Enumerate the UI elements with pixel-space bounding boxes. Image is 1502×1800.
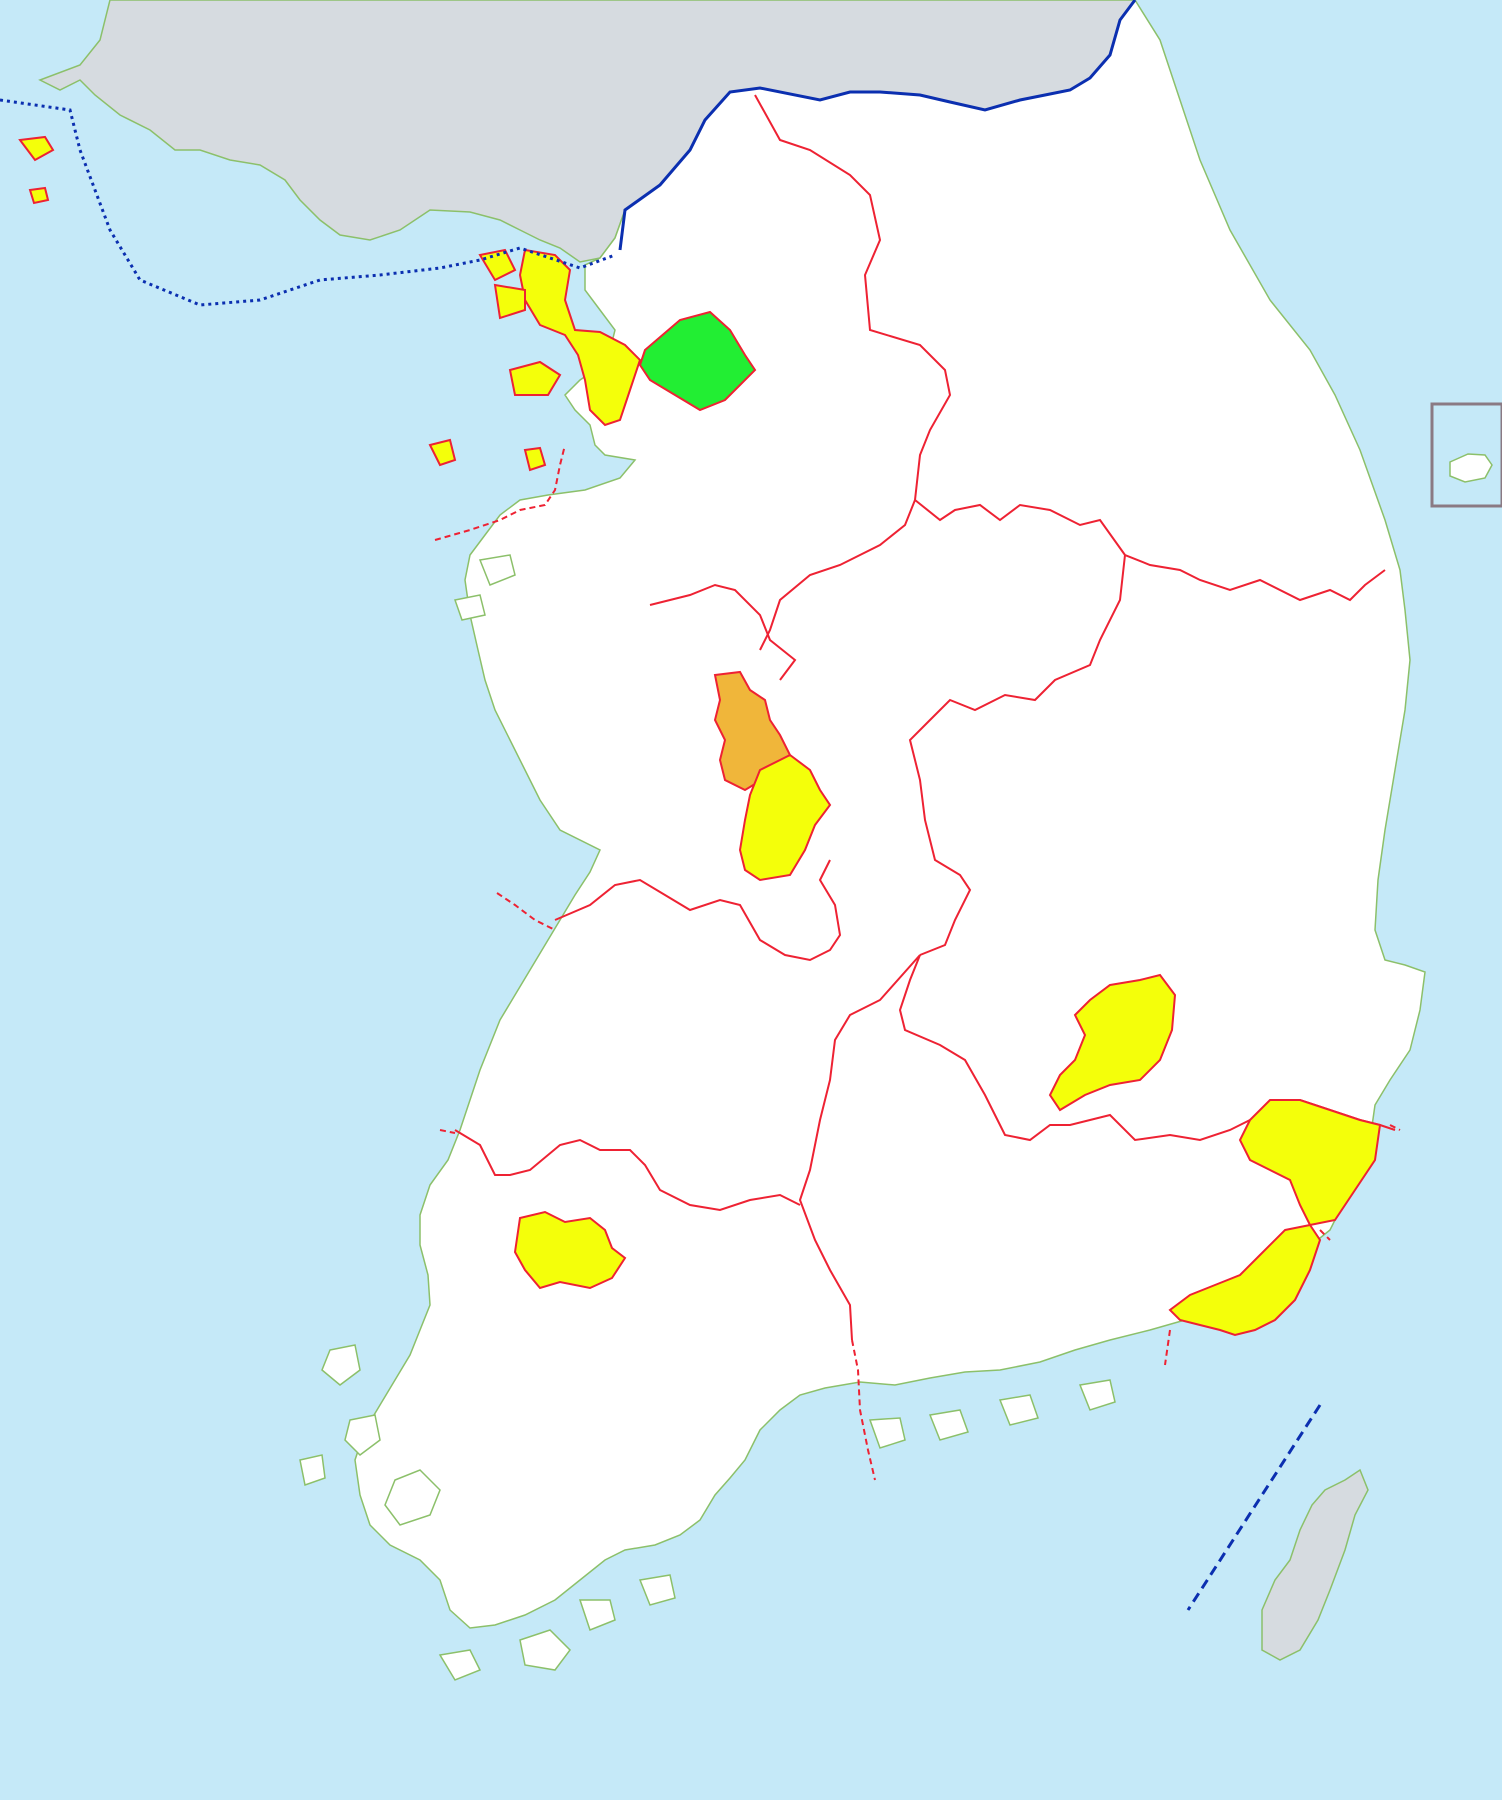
border-jeonbuk-gwangju	[798, 954, 921, 1341]
region-daegu	[1048, 973, 1177, 1112]
island	[344, 1414, 381, 1456]
island	[384, 1469, 441, 1526]
border-dashed-south	[851, 1339, 876, 1481]
islands	[299, 554, 1116, 1681]
land-border-north	[618, 0, 1137, 251]
border-gyeonggi-chungbuk	[914, 499, 1386, 602]
region-incheon-island	[478, 248, 517, 282]
region-ulsan	[1238, 1099, 1382, 1227]
island	[454, 594, 486, 621]
border-chungbuk-gyeongbuk	[908, 554, 1126, 956]
border-chungnam-jeonbuk	[554, 859, 842, 962]
island	[1078, 1379, 1116, 1411]
border-jeonnam-north	[454, 1129, 801, 1212]
island	[438, 1649, 482, 1681]
region-incheon	[518, 248, 642, 427]
island	[478, 554, 516, 586]
border-gyeonggi-gangwon	[754, 94, 952, 651]
border-dashed-east	[1164, 1124, 1401, 1366]
region-incheon-island	[493, 283, 526, 320]
region-gwangju	[513, 1210, 627, 1290]
inset-jeju	[1430, 402, 1502, 508]
border-dashed-west-3	[439, 1129, 456, 1134]
border-chungnam-north	[649, 583, 797, 681]
island	[998, 1394, 1039, 1426]
region-busan	[1168, 1223, 1322, 1337]
region-incheon-island	[28, 186, 50, 205]
province-borders	[434, 94, 1401, 1481]
region-incheon-island	[523, 446, 547, 472]
region-incheon-island	[18, 135, 55, 162]
region-seoul	[638, 310, 757, 412]
inset-frame	[1430, 402, 1502, 508]
region-incheon-island	[508, 360, 562, 396]
region-daejeon	[738, 753, 832, 882]
maritime-border-west	[0, 98, 616, 307]
maritime-border-east	[1186, 1404, 1322, 1611]
island	[321, 1344, 361, 1386]
island	[638, 1574, 676, 1606]
island	[928, 1409, 969, 1441]
foreign-land-tsushima	[1261, 1468, 1369, 1661]
highlighted-regions	[18, 135, 1382, 1337]
island	[299, 1454, 326, 1486]
island	[868, 1417, 906, 1449]
border-jeonbuk-gyeongnam	[898, 954, 1251, 1142]
island	[519, 1629, 571, 1671]
region-incheon-island	[428, 438, 457, 467]
border-dashed-west-2	[496, 892, 556, 931]
border-dashed-west-1	[434, 444, 566, 541]
jeju-island	[1449, 453, 1493, 483]
island	[578, 1599, 616, 1631]
